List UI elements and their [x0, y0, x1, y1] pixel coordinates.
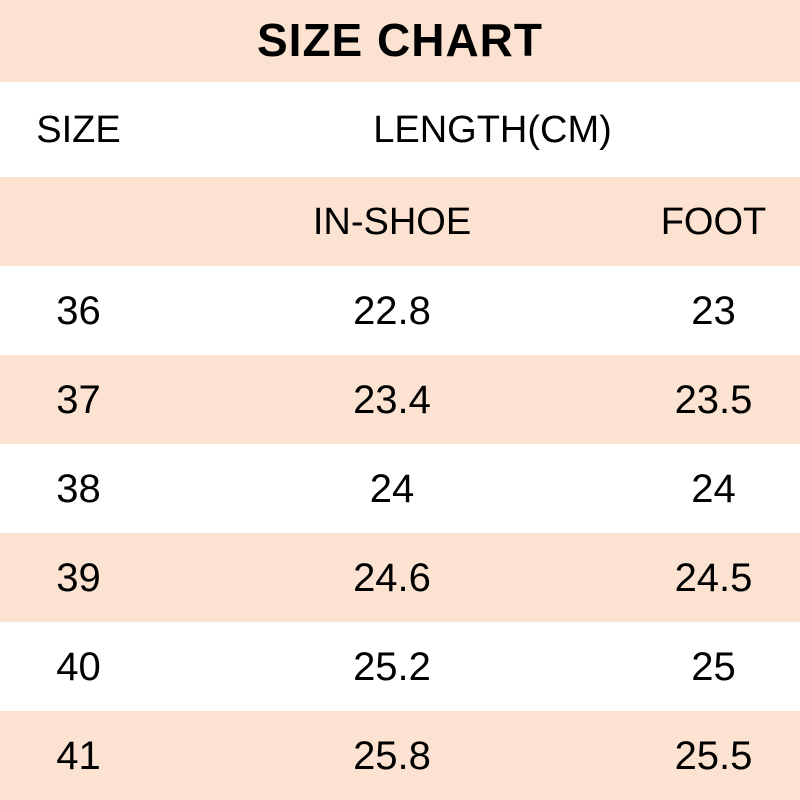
cell-in-shoe: 25.2	[353, 644, 431, 689]
table-header-row-secondary: IN-SHOE FOOT	[0, 177, 800, 266]
cell-in-shoe: 25.8	[353, 733, 431, 778]
cell-size: 40	[56, 644, 101, 689]
cell-foot: 25.5	[674, 733, 753, 778]
cell-foot: 23	[691, 288, 736, 333]
cell-size: 38	[56, 466, 101, 511]
column-header-foot: FOOT	[660, 200, 767, 243]
cell-foot: 24.5	[674, 555, 753, 600]
cell-size: 36	[56, 288, 101, 333]
cell-in-shoe: 24	[369, 466, 415, 511]
chart-title-band: SIZE CHART	[0, 0, 800, 82]
cell-in-shoe: 23.4	[353, 377, 431, 422]
column-header-length-group: LENGTH(CM)	[373, 108, 612, 151]
cell-foot: 25	[691, 644, 736, 689]
cell-size: 41	[56, 733, 101, 778]
table-row: 39 24.6 24.5	[0, 533, 800, 622]
cell-in-shoe: 22.8	[353, 288, 431, 333]
column-header-in-shoe: IN-SHOE	[312, 200, 472, 243]
table-row: 37 23.4 23.5	[0, 355, 800, 444]
table-header-row-primary: SIZE LENGTH(CM)	[0, 82, 800, 177]
table-row: 41 25.8 25.5	[0, 711, 800, 800]
cell-foot: 23.5	[674, 377, 753, 422]
cell-size: 39	[56, 555, 101, 600]
table-row: 40 25.2 25	[0, 622, 800, 711]
cell-in-shoe: 24.6	[353, 555, 431, 600]
cell-size: 37	[56, 377, 101, 422]
cell-foot: 24	[691, 466, 736, 511]
table-row: 38 24 24	[0, 444, 800, 533]
table-row: 36 22.8 23	[0, 266, 800, 355]
column-header-size: SIZE	[36, 108, 121, 151]
page-title: SIZE CHART	[257, 14, 543, 66]
